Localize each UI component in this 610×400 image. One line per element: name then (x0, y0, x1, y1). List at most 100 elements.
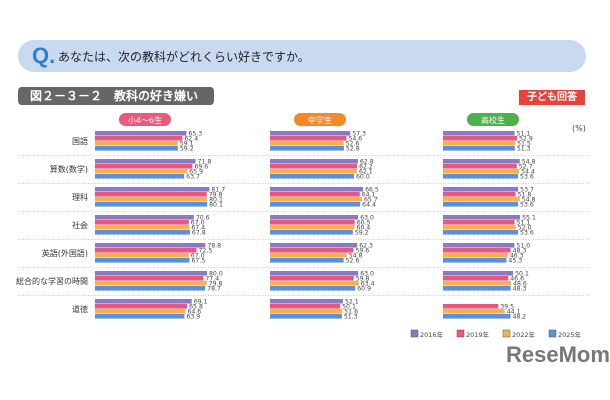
bar (95, 174, 185, 179)
data-label: 53.6 (520, 202, 534, 209)
bar (443, 146, 515, 151)
data-label: 48.2 (512, 314, 526, 321)
bar (443, 314, 511, 319)
panel-label-pill (294, 113, 346, 126)
bar (270, 286, 356, 291)
data-label: 51.8 (518, 192, 532, 199)
data-label: 59.6 (355, 248, 369, 255)
bar (270, 187, 364, 192)
bar (443, 174, 519, 179)
bar (95, 164, 193, 169)
data-label: 71.8 (198, 159, 212, 166)
bar (95, 248, 197, 253)
data-label: 46.3 (510, 253, 524, 260)
data-label: 77.4 (205, 276, 219, 283)
bar (443, 258, 507, 263)
data-label: 53.6 (520, 230, 534, 237)
panel-label-pill (119, 113, 171, 126)
data-label: 44.1 (507, 309, 521, 316)
unit-label: (%) (572, 124, 586, 133)
bar (270, 281, 359, 286)
data-label: 60.4 (357, 225, 371, 232)
data-label: 48.3 (513, 286, 527, 293)
data-label: 64.4 (362, 202, 376, 209)
bar (270, 309, 343, 314)
bar (95, 286, 206, 291)
data-label: 69.1 (194, 299, 208, 306)
data-label: 79.8 (209, 281, 223, 288)
question-text: あなたは、次の教科がどれくらい好きですか。 (58, 50, 310, 64)
bar (270, 276, 354, 281)
data-label: 60.9 (357, 286, 371, 293)
data-label: 60.5 (357, 220, 371, 227)
bar (443, 276, 509, 281)
data-label: 48.3 (513, 248, 527, 255)
category-label: 総合的な学習の時間 (16, 276, 88, 286)
legend-label: 2016年 (420, 330, 444, 339)
bar (443, 136, 518, 141)
data-label: 54.8 (522, 159, 536, 166)
data-label: 62.2 (359, 164, 373, 171)
legend-label: 2019年 (466, 330, 490, 339)
bar (270, 243, 358, 248)
data-label: 63.4 (361, 281, 375, 288)
bar (95, 299, 192, 304)
bar (270, 169, 357, 174)
data-label: 63.9 (186, 314, 200, 321)
bar (95, 276, 204, 281)
data-label: 39.5 (500, 304, 514, 311)
bar (95, 258, 190, 263)
data-label: 52.6 (346, 141, 360, 148)
bar (443, 304, 499, 309)
category-label: 社会 (72, 220, 88, 230)
data-label: 54.8 (522, 197, 536, 204)
legend-swatch (502, 329, 511, 338)
data-label: 48.6 (513, 281, 527, 288)
bar (95, 136, 183, 141)
data-label: 59.2 (355, 230, 369, 237)
data-label: 80.1 (209, 202, 223, 209)
bar (95, 281, 207, 286)
figure-title: 図２－３－２ 教科の好き嫌い (18, 87, 214, 105)
legend-swatch (548, 329, 557, 338)
data-label: 62.3 (359, 243, 373, 250)
panel-label: 中学生 (308, 115, 332, 125)
data-label: 60.0 (356, 174, 370, 181)
panel-label: 小4～6生 (128, 115, 162, 125)
panel-label-pill (467, 113, 519, 126)
data-label: 59.1 (180, 141, 194, 148)
bar (95, 141, 178, 146)
data-label: 66.5 (365, 187, 379, 194)
bar (270, 131, 351, 136)
data-label: 59.8 (356, 276, 370, 283)
bar (270, 299, 343, 304)
data-label: 51.3 (344, 314, 358, 321)
bar (270, 202, 361, 207)
legend-label: 2025年 (558, 330, 582, 339)
respondent-badge: 子ども回答 (519, 90, 585, 105)
bar (270, 258, 344, 263)
data-label: 52.6 (346, 258, 360, 265)
data-label: 52.8 (346, 146, 360, 153)
data-label: 52.1 (345, 299, 359, 306)
bar (443, 230, 519, 235)
data-label: 51.0 (516, 243, 530, 250)
data-label: 64.1 (362, 192, 376, 199)
bar (270, 225, 355, 230)
data-label: 51.1 (517, 131, 531, 138)
data-label: 52.9 (519, 136, 533, 143)
bar (443, 131, 515, 136)
bar (95, 309, 186, 314)
data-label: 67.0 (191, 253, 205, 260)
bar (95, 243, 206, 248)
data-label: 51.1 (517, 220, 531, 227)
bar (95, 169, 188, 174)
category-label: 算数(数学) (50, 164, 88, 174)
bar (95, 271, 207, 276)
bar (443, 220, 515, 225)
bar (443, 309, 505, 314)
question-banner: Q. あなたは、次の教科がどれくらい好きですか。 (18, 40, 586, 72)
data-label: 46.6 (510, 276, 524, 283)
bar (95, 159, 196, 164)
